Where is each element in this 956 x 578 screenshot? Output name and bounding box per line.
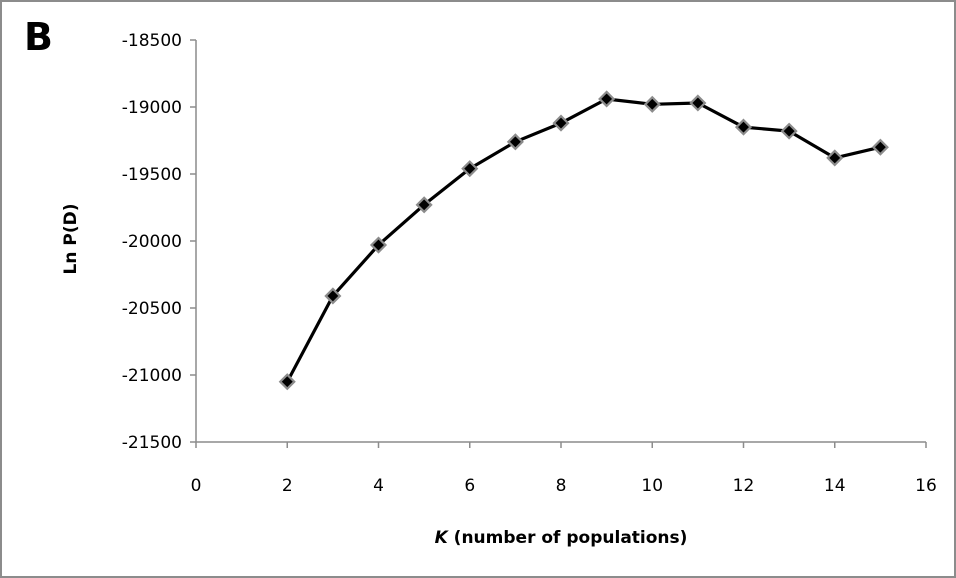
y-axis-title: Ln P(D)	[61, 204, 81, 275]
x-axis-title-italic: K	[435, 528, 450, 548]
x-tick-label: 12	[733, 476, 755, 496]
y-tick-label: -18500	[122, 31, 182, 51]
data-point-marker	[689, 94, 707, 112]
x-tick-label: 14	[824, 476, 846, 496]
data-point-marker	[506, 133, 524, 151]
y-tick-label: -19500	[122, 165, 182, 185]
data-point-marker	[734, 118, 753, 136]
x-tick-label: 6	[464, 476, 475, 496]
x-tick-label: 8	[556, 476, 567, 496]
data-point-marker	[552, 114, 570, 132]
x-tick-label: 4	[373, 476, 384, 496]
data-point-marker	[871, 138, 889, 156]
x-tick-labels: 0 2 4 6 8 10 12 14 16	[191, 476, 937, 496]
y-tick-labels: -18500 -19000 -19500 -20000 -20500 -21000 -215…	[122, 31, 182, 453]
x-axis-title: K (number of populations)	[435, 528, 688, 548]
x-tick-label: 2	[282, 476, 293, 496]
series-layer	[278, 90, 889, 391]
x-tick-label: 0	[191, 476, 202, 496]
y-tick-label: -21000	[122, 366, 182, 386]
x-tick-label: 10	[641, 476, 663, 496]
data-point-marker	[598, 90, 616, 108]
data-point-marker	[415, 196, 433, 214]
x-axis-title-text: (number of populations)	[448, 528, 688, 548]
y-tick-label: -20500	[122, 299, 182, 319]
data-point-marker	[324, 287, 342, 305]
axes	[190, 39, 927, 448]
data-point-marker	[369, 236, 388, 254]
data-point-marker	[826, 149, 844, 167]
y-tick-label: -21500	[122, 433, 182, 453]
data-point-marker	[780, 122, 798, 140]
y-tick-label: -20000	[122, 232, 182, 252]
panel-label: B	[24, 15, 53, 59]
y-tick-label: -19000	[122, 98, 182, 118]
data-point-marker	[278, 373, 296, 391]
data-point-marker	[643, 95, 661, 113]
data-point-marker	[461, 160, 479, 178]
x-tick-label: 16	[915, 476, 937, 496]
